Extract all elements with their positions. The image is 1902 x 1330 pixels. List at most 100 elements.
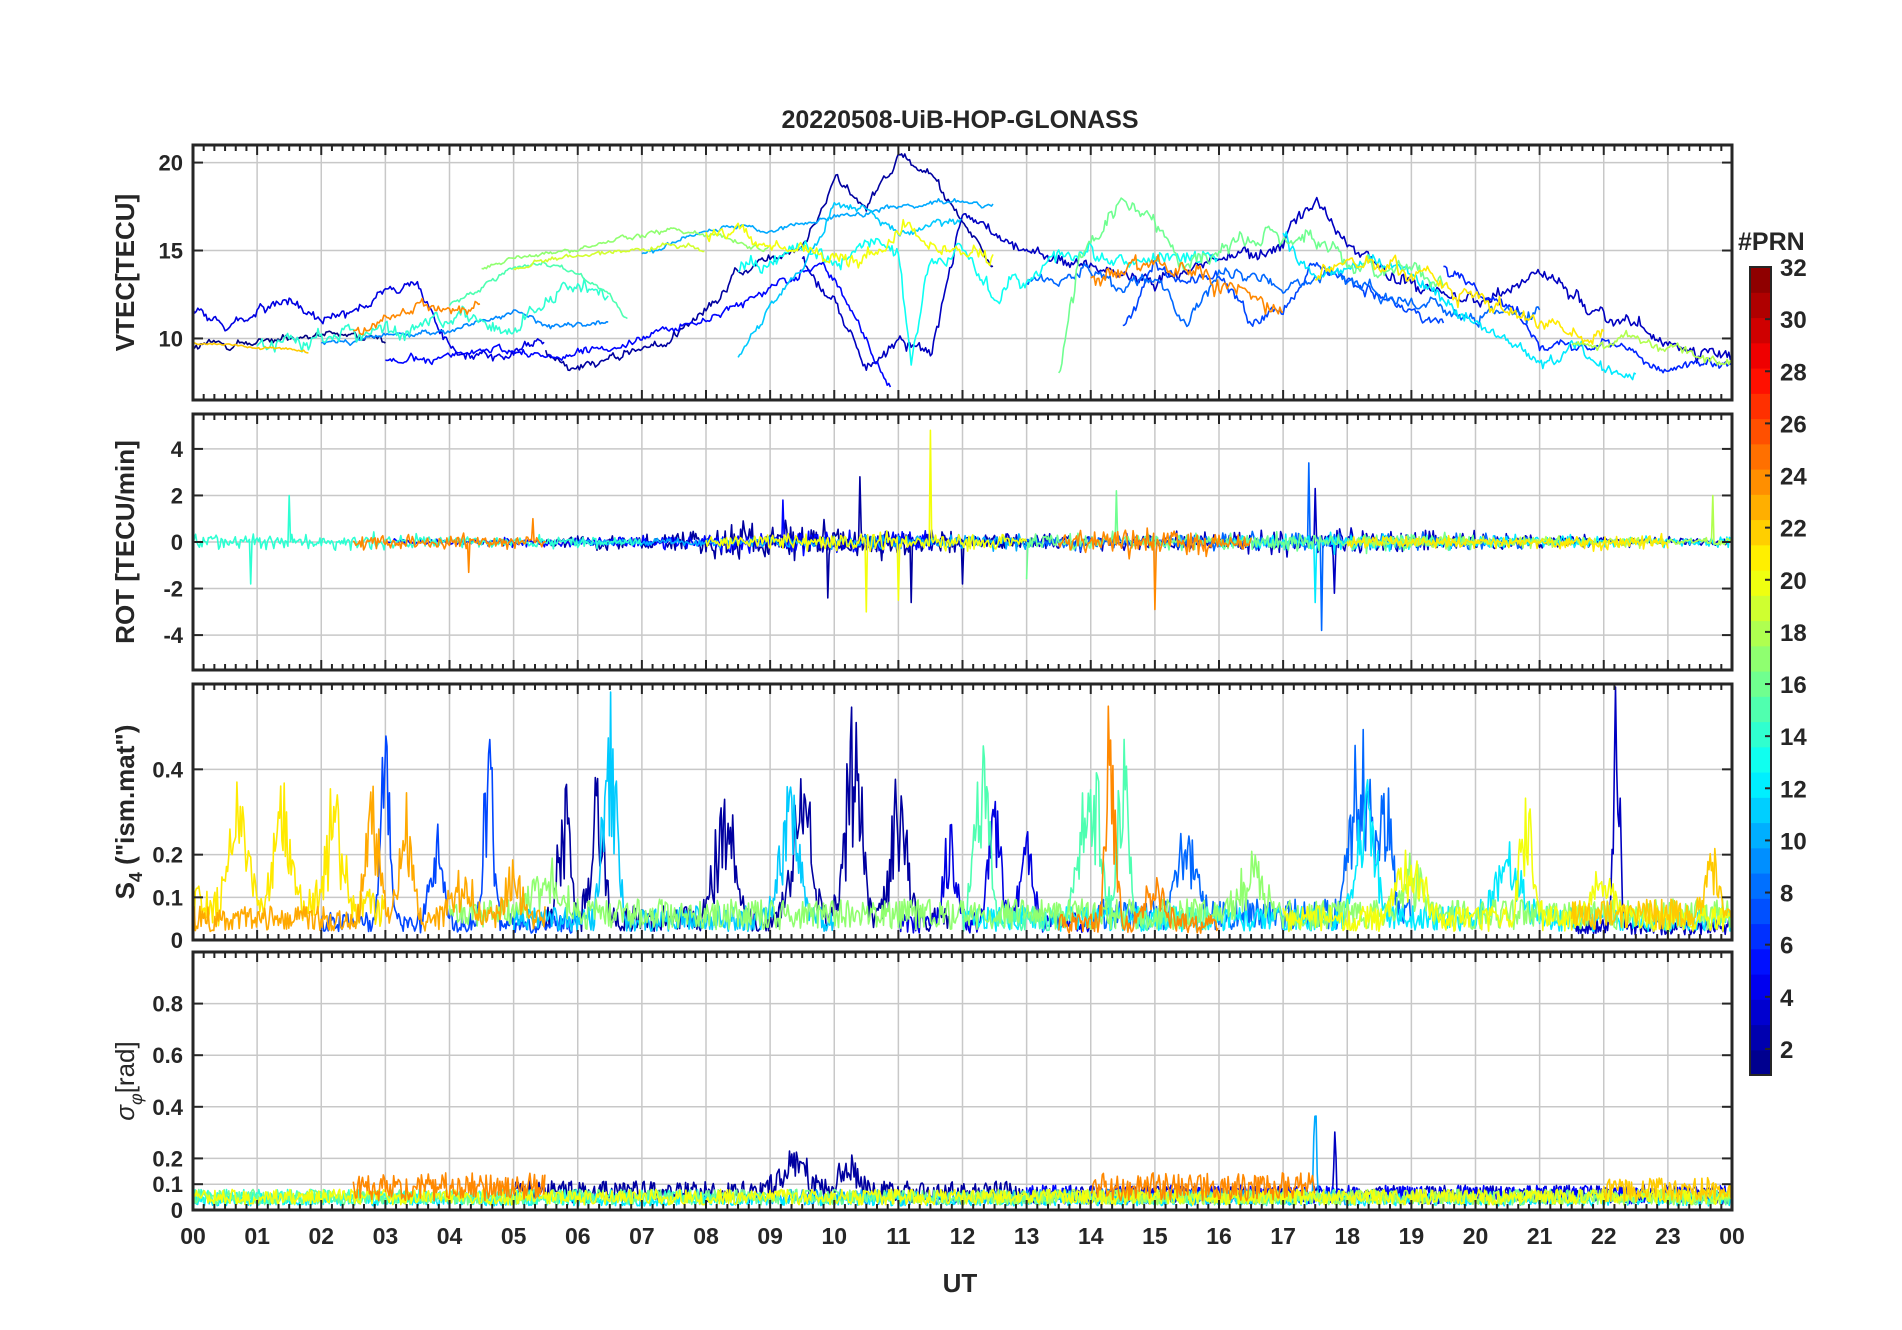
x-tick-label: 06 xyxy=(565,1223,591,1249)
panel-data xyxy=(193,429,1732,632)
y-tick-label: -4 xyxy=(163,623,183,648)
panel-data xyxy=(193,686,1732,936)
series-prn-2 xyxy=(544,153,994,372)
x-tick-label: 16 xyxy=(1206,1223,1232,1249)
colorbar-segment xyxy=(1750,595,1771,622)
series-prn-6 xyxy=(1443,265,1732,374)
y-tick-label: 15 xyxy=(159,239,183,264)
colorbar-segment xyxy=(1750,418,1771,445)
x-tick-label: 21 xyxy=(1527,1223,1553,1249)
series-prn-24 xyxy=(1090,1172,1316,1202)
x-tick-label: 20 xyxy=(1463,1223,1489,1249)
x-tick-label: 08 xyxy=(693,1223,719,1249)
colorbar-segment xyxy=(1750,999,1771,1026)
colorbar-segment xyxy=(1750,797,1771,824)
colorbar-tick-label: 24 xyxy=(1780,464,1807,491)
x-tick-label: 13 xyxy=(1014,1223,1040,1249)
series-prn-18 xyxy=(1571,329,1732,366)
series-prn-3 xyxy=(801,196,1732,371)
colorbar-segment xyxy=(1750,772,1771,798)
series-prn-24 xyxy=(352,1172,546,1202)
colorbar-segment xyxy=(1750,570,1771,596)
colorbar-segment xyxy=(1750,469,1771,495)
colorbar-tick-label: 8 xyxy=(1780,881,1793,908)
series-prn-11 xyxy=(512,691,835,933)
colorbar-frame xyxy=(1749,266,1772,1076)
colorbar-segment xyxy=(1750,923,1771,950)
y-tick-label: 0.6 xyxy=(152,1043,183,1068)
series-prn-9 xyxy=(321,309,609,347)
colorbar-segment xyxy=(1750,393,1771,420)
colorbar-tick-label: 22 xyxy=(1780,516,1807,543)
series-prn-4 xyxy=(193,280,545,362)
y-axis-label-sigma: σ xyxy=(110,1104,140,1121)
panel-ticks xyxy=(192,145,1733,400)
panel-vtec: 10 15 20 VTEC[TECU] xyxy=(110,143,1734,402)
y-tick-label: 0.1 xyxy=(152,1172,183,1197)
y-axis-label: σφ[rad] xyxy=(110,1041,146,1120)
colorbar-segment xyxy=(1750,645,1771,672)
series-prn-14 xyxy=(193,494,642,585)
series-prn-8 xyxy=(1090,728,1412,931)
series-prn-5 xyxy=(385,261,892,388)
colorbar-segment xyxy=(1750,822,1771,849)
y-tick-label: 0.2 xyxy=(152,843,183,868)
y-axis-label-phi: φ xyxy=(126,1093,146,1105)
chart-title: 20220508-UiB-HOP-GLONASS xyxy=(781,106,1138,134)
y-axis-label: ROT [TECU/min] xyxy=(110,440,140,644)
panel-ticks xyxy=(192,684,1733,941)
colorbar-segment xyxy=(1750,671,1771,697)
series-prn-16 xyxy=(1058,197,1445,374)
series-prn-11 xyxy=(737,201,962,358)
colorbar-segment xyxy=(1750,696,1771,723)
colorbar-tick-label: 14 xyxy=(1780,724,1807,751)
y-axis-label: VTEC[TECU] xyxy=(110,194,140,351)
y-tick-label: 20 xyxy=(159,151,183,176)
colorbar-segment xyxy=(1750,948,1771,975)
y-tick-label: 0.8 xyxy=(152,992,183,1017)
colorbar-segment xyxy=(1750,443,1771,470)
colorbar-tick-label: 12 xyxy=(1780,776,1807,803)
colorbar-tick-label: 10 xyxy=(1780,828,1807,855)
series-prn-24 xyxy=(353,297,481,336)
panel-rot: -4 -2 0 2 4 ROT [TECU/min] xyxy=(110,412,1734,672)
panel-ticks xyxy=(192,952,1733,1211)
colorbar-segment xyxy=(1750,292,1771,319)
colorbar-segment xyxy=(1750,494,1771,521)
series-prn-14 xyxy=(256,277,609,353)
colorbar-segment xyxy=(1750,746,1771,773)
colorbar-segment xyxy=(1750,544,1771,571)
series-prn-4 xyxy=(897,800,1091,934)
colorbar-tick-label: 4 xyxy=(1780,985,1794,1012)
colorbar-segment xyxy=(1750,1049,1771,1076)
x-tick-label: 19 xyxy=(1399,1223,1425,1249)
colorbar-segment xyxy=(1750,847,1771,874)
colorbar-segment xyxy=(1750,873,1771,899)
x-tick-label: 00 xyxy=(180,1223,206,1249)
panel-grid xyxy=(192,145,1733,400)
series-prn-13 xyxy=(737,237,1219,366)
y-tick-label: 4 xyxy=(171,437,184,462)
series-prn-24 xyxy=(1057,705,1219,934)
panel-data xyxy=(193,153,1732,388)
colorbar-segment xyxy=(1750,519,1771,546)
y-axis-label-sub: 4 xyxy=(126,872,146,882)
x-tick-label: 18 xyxy=(1334,1223,1360,1249)
y-tick-label: 0.1 xyxy=(152,885,183,910)
colorbar-segment xyxy=(1750,898,1771,925)
colorbar-title: #PRN xyxy=(1738,228,1805,256)
panel-grid xyxy=(192,952,1733,1211)
series-prn-17 xyxy=(448,850,1732,931)
panel-ticks xyxy=(192,414,1733,670)
x-tick-label: 00 xyxy=(1719,1223,1745,1249)
x-tick-label: 07 xyxy=(629,1223,655,1249)
y-tick-label: 0.4 xyxy=(152,1095,183,1120)
colorbar-segment xyxy=(1750,1024,1771,1051)
x-tick-label: 15 xyxy=(1142,1223,1168,1249)
x-tick-label: 03 xyxy=(373,1223,399,1249)
colorbar-tick-label: 16 xyxy=(1780,672,1807,699)
x-tick-label: 11 xyxy=(886,1223,911,1249)
series-prn-17 xyxy=(481,227,770,270)
